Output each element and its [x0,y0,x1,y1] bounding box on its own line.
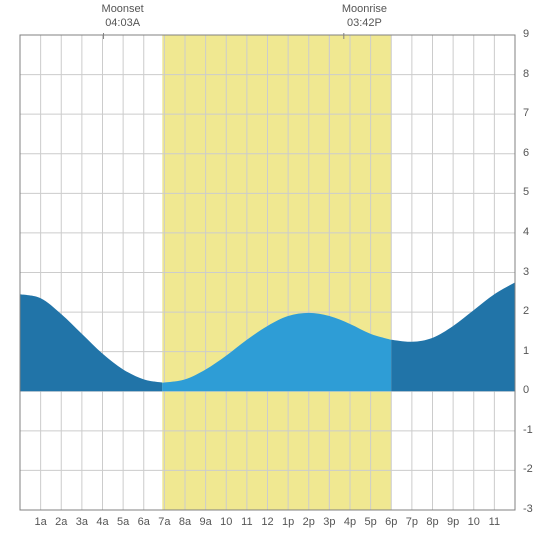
y-tick-label: -2 [523,463,533,475]
x-tick-label: 2a [55,516,67,528]
y-tick-label: 7 [523,107,529,119]
x-tick-label: 3p [323,516,335,528]
x-tick-label: 8p [426,516,438,528]
moonset-annotation: Moonset04:03A [102,2,144,31]
x-tick-label: 6a [138,516,150,528]
x-tick-label: 5p [365,516,377,528]
y-tick-label: -3 [523,503,533,515]
y-tick-label: 1 [523,345,529,357]
x-tick-label: 1p [282,516,294,528]
y-tick-label: 2 [523,305,529,317]
x-tick-label: 3a [76,516,88,528]
y-tick-label: 8 [523,68,529,80]
x-tick-label: 10 [220,516,232,528]
x-tick-label: 7a [158,516,170,528]
x-tick-label: 7p [406,516,418,528]
x-tick-label: 2p [303,516,315,528]
annotation-title: Moonset [102,2,144,16]
x-tick-label: 11 [489,516,500,528]
x-tick-label: 5a [117,516,129,528]
x-tick-label: 4p [344,516,356,528]
x-tick-label: 6p [385,516,397,528]
x-tick-label: 11 [241,516,252,528]
x-tick-label: 1a [35,516,47,528]
y-tick-label: 6 [523,147,529,159]
x-tick-label: 8a [179,516,191,528]
moonrise-annotation: Moonrise03:42P [342,2,387,31]
chart-svg [0,0,550,550]
y-tick-label: 4 [523,226,529,238]
y-tick-label: -1 [523,424,533,436]
annotation-time: 03:42P [342,16,387,30]
tide-chart: 1a2a3a4a5a6a7a8a9a1011121p2p3p4p5p6p7p8p… [0,0,550,550]
x-tick-label: 12 [261,516,273,528]
y-tick-label: 0 [523,384,529,396]
y-tick-label: 9 [523,28,529,40]
x-tick-label: 4a [96,516,108,528]
x-tick-label: 9a [200,516,212,528]
y-tick-label: 5 [523,186,529,198]
y-tick-label: 3 [523,266,529,278]
annotation-title: Moonrise [342,2,387,16]
x-tick-label: 9p [447,516,459,528]
annotation-time: 04:03A [102,16,144,30]
x-tick-label: 10 [468,516,480,528]
